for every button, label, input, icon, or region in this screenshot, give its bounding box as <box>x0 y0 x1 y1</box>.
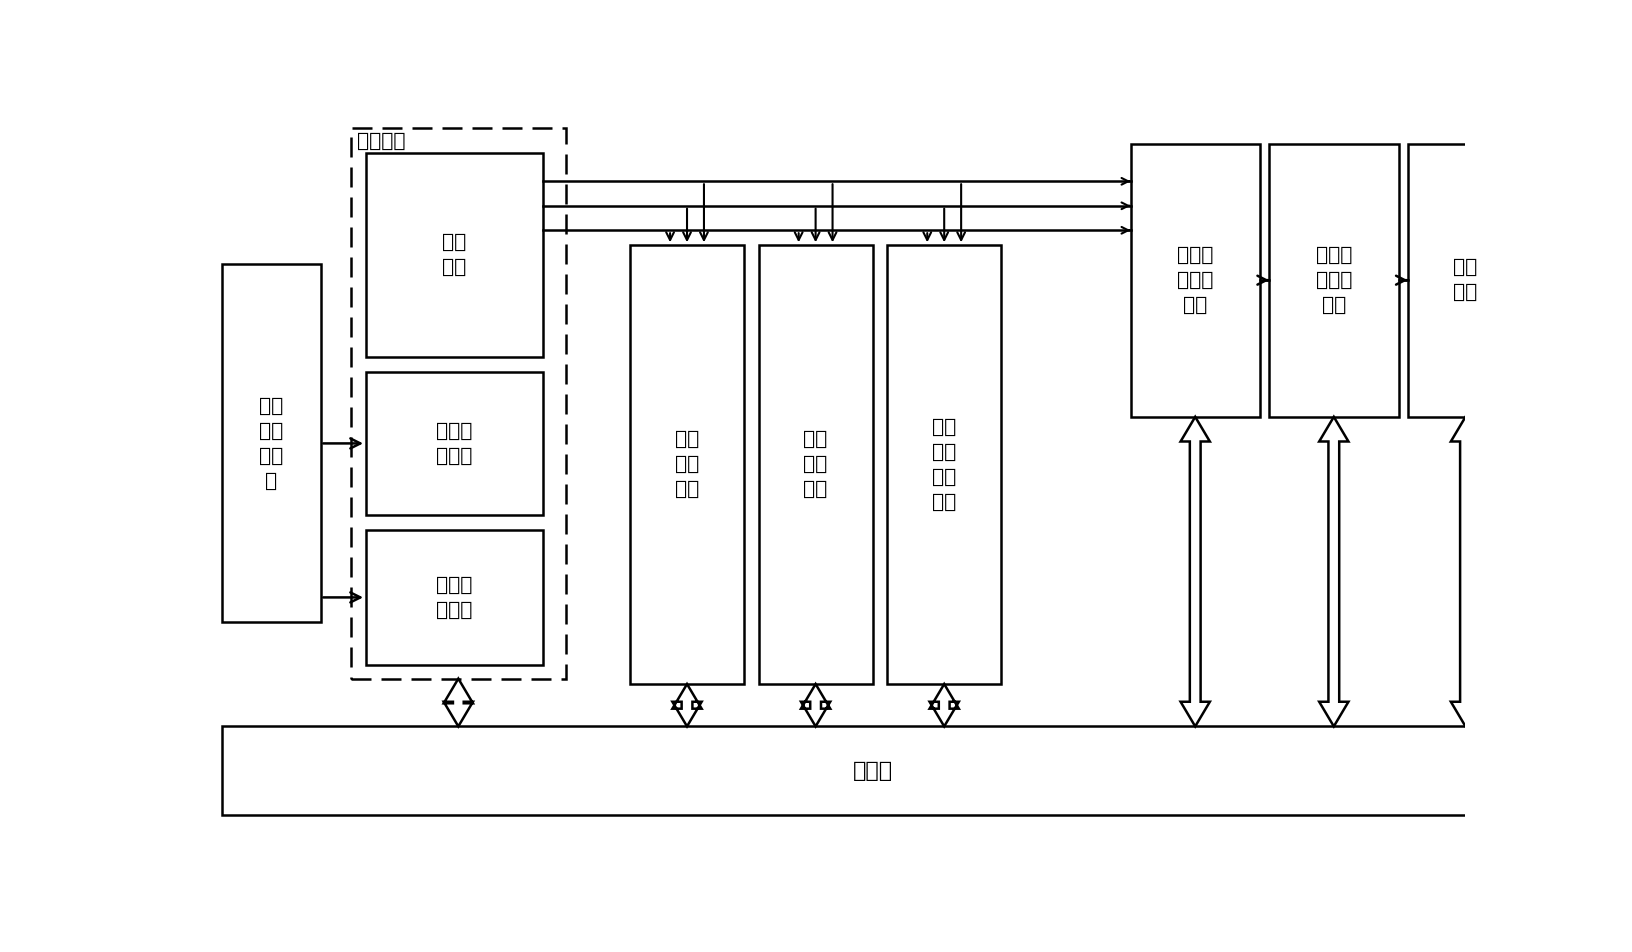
Text: 通信模块: 通信模块 <box>357 132 405 151</box>
Text: 负载切
换控制
模块: 负载切 换控制 模块 <box>1315 246 1351 315</box>
Text: 上位机: 上位机 <box>852 761 893 781</box>
Bar <box>366 372 543 515</box>
Bar <box>888 246 1000 684</box>
Bar <box>759 246 873 684</box>
Polygon shape <box>672 684 702 726</box>
Polygon shape <box>444 679 473 726</box>
Polygon shape <box>801 684 831 726</box>
Polygon shape <box>1319 417 1348 726</box>
Bar <box>1408 144 1523 417</box>
Bar <box>366 152 543 357</box>
Bar <box>222 726 1523 815</box>
Text: 试验
负载: 试验 负载 <box>1454 258 1477 302</box>
Polygon shape <box>1180 417 1209 726</box>
Text: 直流电
流检测
模块: 直流电 流检测 模块 <box>1177 246 1214 315</box>
Polygon shape <box>930 684 960 726</box>
Text: 直流电
源接口: 直流电 源接口 <box>436 422 473 466</box>
Text: 直流
电压
检测
模块: 直流 电压 检测 模块 <box>932 418 956 511</box>
Text: 交直
流测
试电
源: 交直 流测 试电 源 <box>259 396 284 490</box>
Bar <box>1131 144 1260 417</box>
Text: 通信
接口: 通信 接口 <box>442 233 467 277</box>
Text: 交流电
源接口: 交流电 源接口 <box>436 575 473 620</box>
Polygon shape <box>1451 417 1480 726</box>
Bar <box>222 265 320 623</box>
Text: 纹波
测试
模块: 纹波 测试 模块 <box>676 430 698 499</box>
Bar <box>351 129 566 679</box>
Bar <box>630 246 744 684</box>
Bar <box>1270 144 1399 417</box>
Bar <box>366 530 543 664</box>
Text: 杂音
测试
模块: 杂音 测试 模块 <box>803 430 827 499</box>
